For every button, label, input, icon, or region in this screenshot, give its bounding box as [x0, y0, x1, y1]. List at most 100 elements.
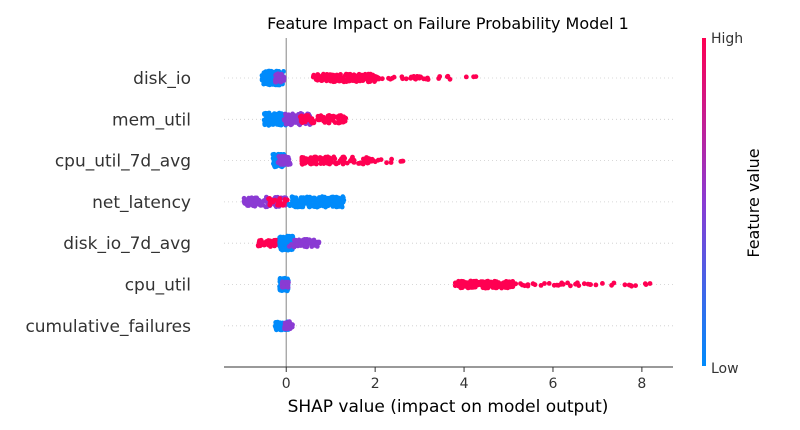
feature-label: disk_io: [133, 69, 191, 89]
shap-point: [283, 322, 289, 328]
shap-point: [494, 285, 500, 291]
shap-point: [276, 113, 282, 119]
shap-point: [300, 237, 306, 243]
shap-point: [322, 120, 328, 125]
shap-point: [300, 114, 306, 120]
shap-point: [633, 283, 638, 288]
shap-point: [510, 281, 516, 287]
shap-point: [271, 115, 277, 121]
shap-point: [311, 120, 317, 126]
shap-point: [340, 200, 345, 205]
x-tick-label: 6: [549, 376, 558, 392]
shap-point: [360, 74, 365, 80]
shap-point: [309, 158, 315, 163]
shap-point: [502, 280, 508, 286]
shap-point: [473, 74, 479, 79]
shap-point: [343, 78, 349, 84]
shap-point: [336, 116, 341, 122]
shap-point: [386, 75, 391, 81]
shap-point: [403, 76, 409, 82]
shap-point: [337, 74, 343, 80]
shap-point: [312, 243, 318, 248]
shap-point: [351, 160, 357, 165]
shap-point: [332, 160, 338, 166]
shap-point: [262, 122, 268, 128]
shap-point: [611, 280, 617, 286]
shap-point: [272, 164, 278, 170]
shap-point: [298, 242, 304, 247]
shap-point: [261, 241, 267, 247]
shap-point: [313, 203, 319, 209]
shap-point: [326, 201, 331, 207]
x-tick-label: 8: [637, 376, 646, 392]
shap-point: [365, 156, 371, 161]
shap-point: [311, 74, 316, 79]
shap-point: [573, 281, 578, 287]
shap-point: [384, 160, 389, 166]
shap-point: [324, 72, 330, 77]
shap-point: [264, 117, 269, 123]
shap-point: [588, 282, 593, 287]
shap-point: [283, 240, 289, 246]
shap-point: [276, 78, 282, 84]
shap-point: [313, 158, 319, 164]
shap-point: [546, 281, 552, 286]
feature-label: cpu_util: [125, 276, 191, 296]
shap-point: [275, 202, 280, 208]
shap-point: [267, 200, 273, 206]
shap-point: [342, 73, 348, 78]
shap-point: [285, 117, 291, 123]
shap-point: [463, 74, 469, 80]
x-axis-ticks: 0 2 4 6 8: [282, 367, 646, 392]
x-tick-label: 2: [371, 376, 380, 392]
shap-point: [492, 279, 498, 284]
shap-point: [257, 238, 262, 244]
x-axis-label: SHAP value (impact on model output): [288, 397, 609, 417]
shap-point: [372, 159, 378, 165]
shap-point: [287, 161, 292, 166]
chart-title: Feature Impact on Failure Probability Mo…: [267, 14, 629, 33]
shap-point: [445, 73, 451, 79]
shap-point: [290, 111, 295, 117]
shap-point: [600, 281, 605, 286]
shap-point: [330, 203, 335, 208]
shap-point: [289, 121, 295, 127]
feature-labels: disk_io mem_util cpu_util_7d_avg net_latenc…: [25, 69, 191, 337]
shap-point: [542, 281, 547, 286]
shap-point: [389, 75, 395, 81]
shap-point: [317, 76, 322, 82]
shap-point: [275, 121, 281, 126]
shap-point: [301, 196, 306, 202]
shap-point: [581, 281, 587, 287]
shap-point: [305, 114, 311, 119]
shap-point: [400, 76, 405, 82]
shap-point: [336, 196, 341, 201]
x-tick-label: 0: [282, 376, 291, 392]
shap-point: [332, 120, 338, 125]
shap-point: [273, 78, 278, 84]
data-points: [241, 68, 653, 333]
shap-point: [530, 281, 536, 287]
shap-point: [282, 235, 287, 241]
shap-point: [456, 278, 461, 284]
shap-point: [276, 159, 282, 164]
feature-label: net_latency: [92, 193, 191, 213]
shap-point: [272, 197, 278, 203]
shap-point: [280, 202, 286, 208]
feature-label: cumulative_failures: [25, 317, 191, 337]
shap-point: [556, 282, 561, 288]
shap-point: [259, 77, 265, 83]
shap-point: [317, 156, 323, 162]
shap-point: [388, 160, 394, 165]
shap-point: [286, 244, 292, 249]
shap-point: [263, 69, 269, 74]
shap-point: [248, 200, 254, 205]
shap-point: [311, 195, 316, 201]
shap-point: [336, 120, 342, 126]
shap-point: [332, 156, 338, 162]
shap-point: [551, 282, 557, 288]
colorbar-high-label: High: [711, 31, 743, 47]
shap-point: [301, 157, 307, 162]
shap-point: [341, 114, 347, 120]
